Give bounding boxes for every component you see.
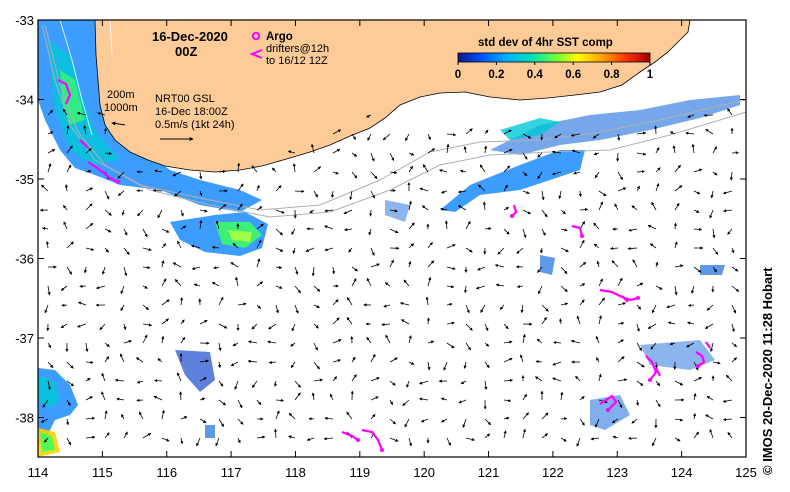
x-axis: 114 115 116 117 118 119 120 121 122 123 124 125 bbox=[28, 20, 757, 480]
drifters-label-line1: drifters@12h bbox=[266, 43, 329, 55]
credit-label: © IMOS 20-Dec-2020 11:28 Hobart bbox=[760, 267, 775, 475]
colorbar-tick-label: 0.8 bbox=[604, 69, 621, 81]
y-tick-label: -37 bbox=[15, 331, 34, 346]
x-tick-label: 118 bbox=[285, 465, 306, 480]
colorbar: std dev of 4hr SST comp 0 0.2 0.4 0.6 0.8 1 bbox=[455, 37, 654, 81]
colorbar-title: std dev of 4hr SST comp bbox=[478, 37, 613, 49]
map-time-label: 00Z bbox=[175, 44, 197, 59]
plot-frame bbox=[37, 19, 747, 458]
y-tick-label: -34 bbox=[15, 93, 34, 108]
x-tick-label: 125 bbox=[735, 465, 757, 480]
current-source-label: NRT00 GSL bbox=[155, 93, 215, 105]
colorbar-tick-label: 1 bbox=[647, 69, 654, 81]
x-tick-label: 124 bbox=[671, 465, 693, 480]
x-tick-label: 123 bbox=[606, 465, 628, 480]
current-valid-label: 16-Dec 18:00Z bbox=[155, 106, 228, 118]
colorbar-tick-label: 0.4 bbox=[527, 69, 544, 81]
drifter-current-markers bbox=[116, 180, 700, 452]
x-tick-label: 120 bbox=[413, 465, 435, 480]
x-tick-label: 116 bbox=[156, 465, 177, 480]
current-vectors bbox=[39, 108, 740, 447]
argo-marker-icon bbox=[251, 31, 261, 41]
drifter-arrow-icon bbox=[249, 49, 263, 59]
x-tick-label: 114 bbox=[28, 465, 49, 480]
x-tick-label: 119 bbox=[349, 465, 370, 480]
y-tick-label: -38 bbox=[15, 411, 34, 426]
x-tick-label: 121 bbox=[478, 465, 500, 480]
colorbar-tick-label: 0.2 bbox=[488, 69, 504, 81]
map-date-label: 16-Dec-2020 bbox=[152, 29, 228, 44]
colorbar-gradient bbox=[457, 52, 651, 63]
x-tick-label: 117 bbox=[221, 465, 242, 480]
contour-pointer-arrow bbox=[111, 121, 126, 126]
argo-label: Argo bbox=[266, 31, 293, 43]
contour-200m-label: 200m bbox=[107, 89, 135, 101]
colorbar-tick-label: 0.6 bbox=[565, 69, 581, 81]
x-tick-label: 115 bbox=[92, 465, 113, 480]
y-axis: -33 -34 -35 -36 -37 -38 bbox=[15, 13, 746, 426]
y-tick-label: -33 bbox=[15, 13, 34, 28]
colorbar-tick-label: 0 bbox=[455, 69, 461, 81]
argo-legend: Argo drifters@12h to 16/12 12Z bbox=[249, 31, 329, 67]
drifter-tracks bbox=[57, 79, 711, 451]
x-tick-label: 122 bbox=[542, 465, 564, 480]
contour-1000m-label: 1000m bbox=[104, 102, 138, 114]
y-tick-label: -35 bbox=[15, 172, 34, 187]
current-scale-label: 0.5m/s (1kt 24h) bbox=[155, 119, 234, 131]
y-tick-label: -36 bbox=[15, 252, 34, 267]
drifters-label-line2: to 16/12 12Z bbox=[266, 55, 328, 67]
